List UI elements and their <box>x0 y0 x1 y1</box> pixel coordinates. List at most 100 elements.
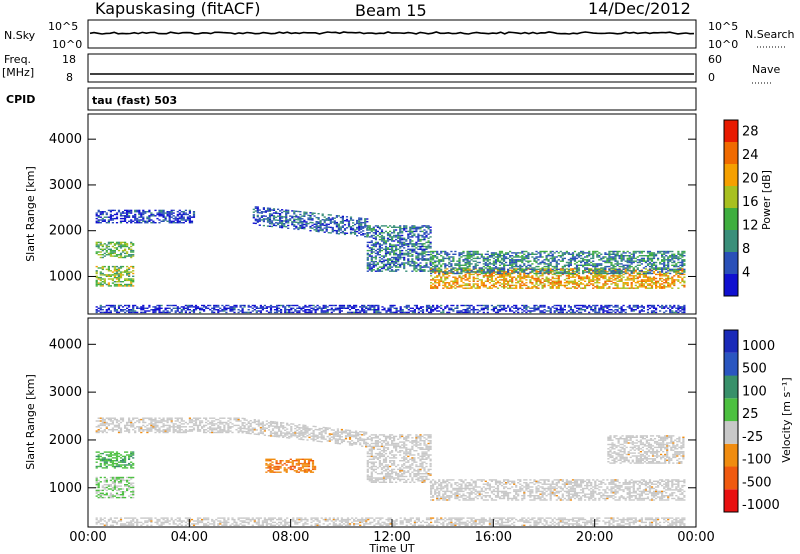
heatmap-cell <box>326 306 329 308</box>
heatmap-cell <box>490 304 493 307</box>
heatmap-cell <box>386 233 390 235</box>
heatmap-cell <box>454 282 457 284</box>
heatmap-cell <box>403 306 406 308</box>
heatmap-cell <box>279 217 282 219</box>
heatmap-cell <box>484 261 487 264</box>
heatmap-cell <box>452 286 455 288</box>
heatmap-cell <box>575 287 579 289</box>
heatmap-cell <box>642 280 645 282</box>
heatmap-cell <box>557 282 560 284</box>
heatmap-cell <box>592 270 595 272</box>
power-colorbar-frame <box>723 119 739 297</box>
heatmap-cell <box>490 284 493 287</box>
heatmap-cell <box>480 255 483 257</box>
heatmap-cell <box>640 280 643 282</box>
heatmap-cell <box>371 309 374 311</box>
heatmap-cell <box>559 268 562 270</box>
heatmap-cell <box>494 268 498 270</box>
heatmap-cell <box>119 281 123 283</box>
heatmap-cell <box>442 287 445 289</box>
heatmap-cell <box>517 276 520 278</box>
heatmap-cell <box>372 229 375 231</box>
heatmap-cell <box>128 309 131 311</box>
heatmap-cell <box>519 252 522 254</box>
heatmap-cell <box>646 271 650 273</box>
heatmap-cell <box>329 219 332 222</box>
heatmap-cell <box>444 283 447 285</box>
heatmap-cell <box>612 268 615 270</box>
heatmap-cell <box>430 282 433 284</box>
heatmap-cell <box>252 211 255 213</box>
heatmap-cell <box>99 216 102 218</box>
heatmap-cell <box>142 211 145 213</box>
heatmap-cell <box>533 277 536 280</box>
heatmap-cell <box>121 245 125 248</box>
heatmap-cell <box>166 211 169 213</box>
heatmap-cell <box>119 276 123 279</box>
heatmap-cell <box>213 304 216 307</box>
heatmap-cell <box>297 223 300 225</box>
heatmap-cell <box>401 263 404 266</box>
heatmap-cell <box>436 256 439 258</box>
heatmap-cell <box>126 279 129 282</box>
heatmap-cell <box>438 260 441 262</box>
heatmap-cell <box>626 284 629 287</box>
heatmap-cell <box>409 249 412 252</box>
heatmap-cell <box>115 271 119 273</box>
heatmap-cell <box>657 252 660 254</box>
heatmap-cell <box>117 254 121 256</box>
heatmap-cell <box>571 309 575 311</box>
freq-right-tick-bottom: 0 <box>708 71 715 84</box>
heatmap-cell <box>655 268 658 271</box>
heatmap-cell <box>596 265 599 268</box>
heatmap-cell <box>382 237 386 239</box>
heatmap-cell <box>419 252 422 255</box>
heatmap-cell <box>657 267 660 269</box>
heatmap-cell <box>279 225 282 227</box>
heatmap-cell <box>468 311 471 314</box>
heatmap-cell <box>419 240 422 242</box>
heatmap-cell <box>490 271 493 273</box>
heatmap-cell <box>584 306 587 308</box>
heatmap-cell <box>164 217 167 220</box>
heatmap-cell <box>126 274 129 276</box>
heatmap-cell <box>488 279 491 281</box>
heatmap-cell <box>315 216 318 219</box>
heatmap-cell <box>188 217 191 220</box>
heatmap-cell <box>332 309 335 311</box>
heatmap-cell <box>650 257 654 260</box>
heatmap-cell <box>178 212 181 214</box>
heatmap-cell <box>472 255 475 257</box>
heatmap-cell <box>411 228 414 230</box>
heatmap-cell <box>517 311 520 314</box>
heatmap-cell <box>186 216 189 218</box>
heatmap-cell <box>397 255 400 257</box>
heatmap-cell <box>300 309 303 311</box>
heatmap-cell <box>588 250 591 253</box>
heatmap-cell <box>561 253 564 255</box>
heatmap-cell <box>555 256 558 258</box>
heatmap-cell <box>622 287 625 289</box>
heatmap-cell <box>132 220 135 222</box>
heatmap-cell <box>521 271 524 273</box>
heatmap-cell <box>545 257 548 260</box>
heatmap-cell <box>291 215 294 218</box>
heatmap-cell <box>503 279 506 281</box>
heatmap-cell <box>596 250 599 253</box>
heatmap-cell <box>652 272 656 274</box>
heatmap-cell <box>519 272 522 274</box>
heatmap-cell <box>368 229 371 231</box>
heatmap-cell <box>393 311 396 314</box>
heatmap-cell <box>115 222 119 224</box>
heatmap-cell <box>503 265 506 268</box>
heatmap-cell <box>545 277 548 280</box>
heatmap-cell <box>259 304 262 307</box>
heatmap-cell <box>648 259 652 261</box>
heatmap-cell <box>409 307 412 309</box>
heatmap-cell <box>535 256 538 258</box>
heatmap-cell <box>661 283 664 285</box>
heatmap-cell <box>130 309 133 311</box>
heatmap-cell <box>580 250 583 253</box>
heatmap-cell <box>557 252 560 254</box>
heatmap-cell <box>541 304 544 307</box>
